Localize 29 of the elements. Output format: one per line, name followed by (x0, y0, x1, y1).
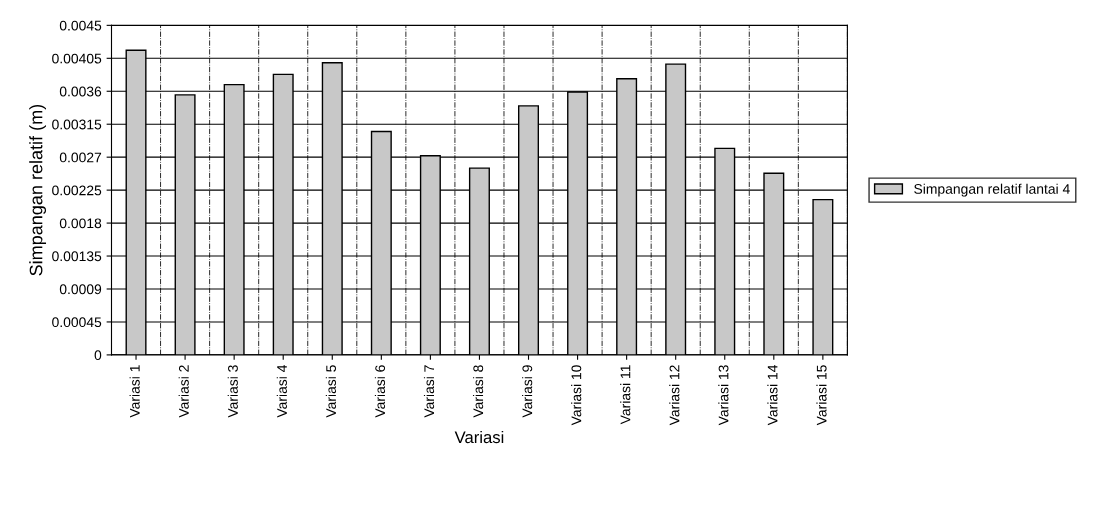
y-tick-label: 0.0027 (59, 152, 102, 163)
y-tick-label: 0.00225 (52, 185, 102, 196)
x-tick-label: Variasi 5 (325, 365, 336, 418)
x-tick-label: Variasi 10 (571, 365, 582, 426)
x-tick-label: Variasi 15 (816, 365, 827, 426)
x-tick-label: Variasi 13 (718, 365, 729, 426)
y-tick-label: 0.0036 (59, 86, 102, 97)
y-tick-label: 0.00315 (52, 119, 102, 130)
x-tick-label: Variasi 3 (227, 365, 238, 418)
legend-label: Simpangan relatif lantai 4 (914, 183, 1070, 197)
x-tick-label: Variasi 9 (522, 365, 533, 418)
x-tick-label: Variasi 6 (374, 365, 386, 418)
x-tick-label: Variasi 12 (669, 365, 680, 426)
x-tick-label: Variasi 8 (472, 365, 484, 418)
y-tick-label: 0.0045 (59, 20, 102, 31)
x-tick-label: Variasi 11 (620, 365, 631, 425)
x-tick-label: Variasi 4 (276, 365, 287, 418)
y-axis-title: Simpangan relatif (m) (29, 104, 47, 276)
x-tick-label: Variasi 2 (178, 365, 189, 418)
x-axis-title: Variasi (454, 430, 504, 444)
y-tick-label: 0.0018 (59, 218, 102, 229)
x-tick-label: Variasi 14 (767, 365, 778, 426)
x-tick-label: Variasi 7 (423, 365, 435, 418)
y-tick-label: 0.0009 (59, 284, 102, 295)
x-tick-label: Variasi 1 (129, 365, 140, 418)
y-tick-label: 0.00045 (52, 317, 102, 328)
y-tick-label: 0.00405 (52, 53, 102, 64)
y-tick-label: 0 (94, 350, 102, 361)
y-tick-label: 0.00135 (52, 251, 102, 262)
